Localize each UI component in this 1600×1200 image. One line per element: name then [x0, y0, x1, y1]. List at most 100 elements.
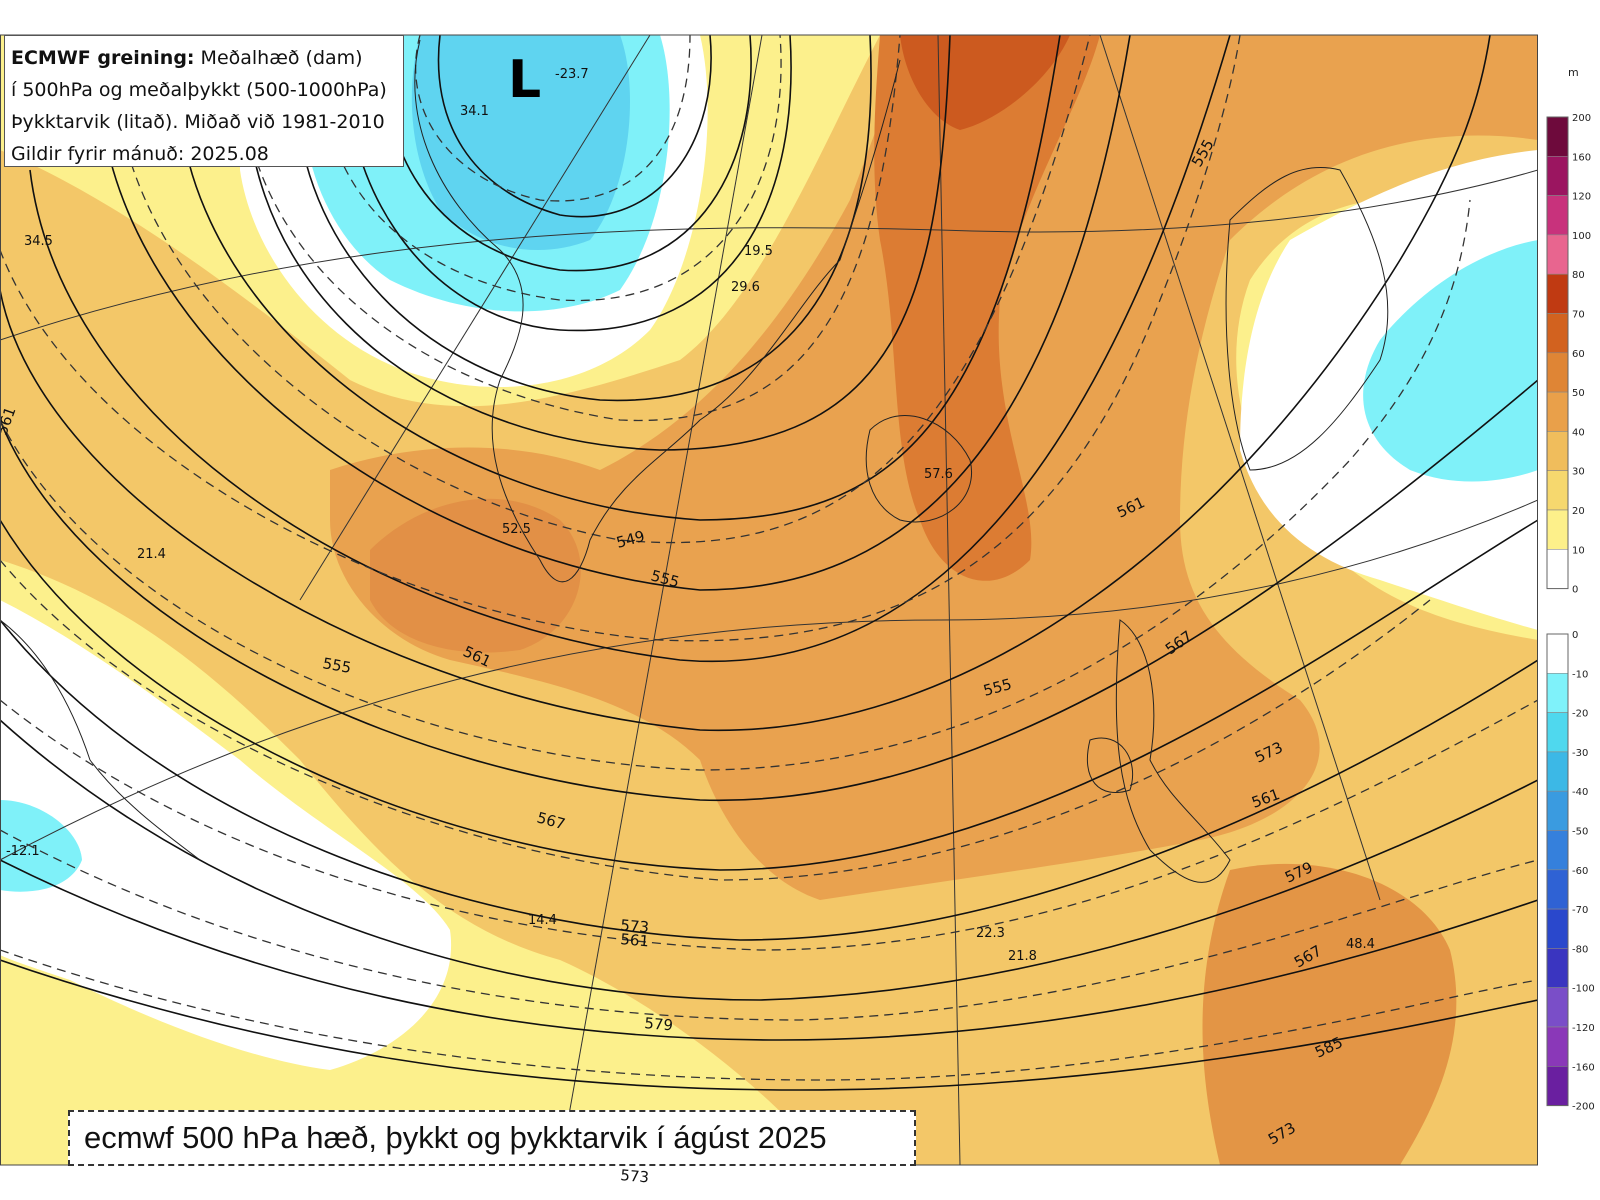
colorbar-negative-swatch-11	[1546, 1066, 1569, 1106]
colorbar-positive-tick-0: 200	[1572, 113, 1591, 124]
anomaly-cold-east	[1363, 240, 1538, 482]
colorbar-positive-swatch-8	[1546, 431, 1569, 471]
colorbar-positive-tick-6: 60	[1572, 349, 1585, 360]
colorbar-positive-tick-8: 40	[1572, 427, 1585, 438]
colorbar-negative-tick-6: -60	[1572, 866, 1588, 877]
colorbar-positive-swatch-11	[1546, 548, 1569, 589]
colorbar-negative-swatch-0	[1546, 633, 1569, 674]
colorbar-negative-swatch-9	[1546, 987, 1569, 1028]
colorbar-positive-tick-3: 100	[1572, 231, 1591, 242]
colorbar-negative: 0 -10 -20 -30 -40 -50 -60 -70 -80 -100 -120 -160 -20…	[1546, 630, 1595, 1113]
legend-info-box: ECMWF greining: Meðalhæð (dam) í 500hPa …	[4, 35, 404, 167]
value-labels: 34.1 -23.7 34.5 19.5 29.6 57.6 52.5 21.4…	[6, 67, 1375, 964]
colorbar-negative-swatch-2	[1546, 712, 1569, 753]
value-22-3: 22.3	[976, 926, 1005, 941]
label-dashed-561-south: 561	[620, 930, 650, 950]
info-line-3: Þykktarvik (litað). Miðað við 1981-2010	[11, 111, 385, 133]
colorbar-positive-tick-2: 120	[1572, 192, 1591, 203]
colorbar-positive-swatch-7	[1546, 391, 1569, 432]
colorbar-positive-tick-5: 70	[1572, 310, 1585, 321]
colorbar-negative-tick-3: -30	[1572, 748, 1588, 759]
colorbar-positive-swatch-9	[1546, 470, 1569, 511]
colorbar-positive-tick-1: 160	[1572, 152, 1591, 163]
colorbar-negative-tick-0: 0	[1572, 630, 1578, 641]
colorbar-negative-frame	[1546, 633, 1569, 1107]
caption: ecmwf 500 hPa hæð, þykkt og þykktarvik í…	[68, 1110, 916, 1166]
colorbar-negative-swatch-5	[1546, 830, 1569, 871]
scandinavia-coast	[1225, 166, 1389, 471]
value-21-4: 21.4	[137, 547, 166, 562]
value-57-6: 57.6	[924, 467, 953, 482]
colorbar-positive-tick-7: 50	[1572, 388, 1585, 399]
anomaly-50-60	[900, 35, 1070, 130]
coastlines	[0, 39, 1389, 883]
label-dashed-573-south: 573	[620, 1166, 650, 1186]
colorbar-negative-tick-1: -10	[1572, 669, 1588, 680]
colorbar-negative-tick-12: -200	[1572, 1102, 1595, 1113]
colorbar-negative-swatch-10	[1546, 1026, 1569, 1067]
colorbar-negative-tick-11: -160	[1572, 1062, 1595, 1073]
colorbar-negative-tick-2: -20	[1572, 709, 1588, 720]
anomaly-field	[0, 35, 1538, 1165]
iceland-coast	[865, 415, 972, 523]
colorbar-negative-tick-9: -100	[1572, 984, 1595, 995]
info-line-1: ECMWF greining: Meðalhæð (dam)	[11, 42, 397, 74]
low-pressure-marker: L	[508, 50, 542, 110]
label-579-south: 579	[644, 1014, 674, 1034]
colorbar-negative-swatch-6	[1546, 869, 1569, 910]
colorbar-positive-tick-11: 10	[1572, 545, 1585, 556]
colorbar-positive-tick-12: 0	[1572, 585, 1578, 596]
value-19-5: 19.5	[744, 244, 773, 259]
height-contours	[0, 35, 1538, 1091]
colorbar-negative-tick-4: -40	[1572, 787, 1588, 798]
ireland-coast	[1086, 737, 1134, 794]
info-line-1-rest: Meðalhæð (dam)	[194, 47, 363, 69]
colorbar-negative-swatch-8	[1546, 948, 1569, 989]
info-line-2: í 500hPa og meðalþykkt (500-1000hPa)	[11, 79, 387, 101]
value-minus-23-7: -23.7	[555, 67, 589, 82]
value-48-4: 48.4	[1346, 937, 1375, 952]
colorbar-negative-swatch-7	[1546, 908, 1569, 949]
value-minus-12-1: -12.1	[6, 844, 40, 859]
colorbar-positive-swatch-1	[1546, 156, 1569, 196]
thickness-contours	[0, 35, 1538, 1081]
anomaly-cold-southwest	[0, 800, 82, 892]
colorbar-negative-swatch-3	[1546, 751, 1569, 792]
info-line-4: Gildir fyrir mánuð: 2025.08	[11, 143, 269, 165]
value-14-4: 14.4	[528, 913, 557, 928]
graticule	[0, 35, 1538, 1165]
anomaly-cold-greenland-core	[411, 35, 630, 250]
colorbar-positive-swatch-4	[1546, 273, 1569, 314]
label-dashed-555-west: 555	[321, 654, 352, 677]
colorbar-negative-tick-10: -120	[1572, 1023, 1595, 1034]
value-21-8: 21.8	[1008, 949, 1037, 964]
colorbar-positive-swatch-3	[1546, 234, 1569, 275]
value-29-6: 29.6	[731, 280, 760, 295]
colorbar-negative-tick-5: -50	[1572, 827, 1588, 838]
info-line-1-bold: ECMWF greining:	[11, 47, 195, 69]
colorbar-positive-swatch-0	[1546, 116, 1569, 157]
value-34-1: 34.1	[460, 104, 489, 119]
colorbar-positive-frame	[1546, 116, 1569, 590]
value-34-5: 34.5	[24, 234, 53, 249]
colorbar-negative-tick-8: -80	[1572, 944, 1588, 955]
labrador-coast	[0, 619, 201, 861]
colorbar-negative-swatch-4	[1546, 790, 1569, 831]
colorbar-positive-swatch-10	[1546, 509, 1569, 550]
anomaly-west-max	[370, 498, 581, 653]
colorbar-negative-tick-7: -70	[1572, 905, 1588, 916]
colorbar-positive-tick-4: 80	[1572, 270, 1585, 281]
colorbar-positive-tick-10: 20	[1572, 506, 1585, 517]
colorbar-positive-swatch-5	[1546, 313, 1569, 354]
colorbar-positive-swatch-6	[1546, 352, 1569, 393]
greenland-coast	[414, 39, 901, 583]
colorbar-positive-tick-9: 30	[1572, 467, 1585, 478]
britain-coast	[1115, 619, 1231, 883]
anomaly-lower-right	[1202, 863, 1457, 1165]
label-573-south: 573	[620, 916, 650, 936]
anomaly-40-50	[874, 35, 1100, 581]
colorbar-positive-swatch-2	[1546, 195, 1569, 236]
colorbar-unit: m	[1568, 66, 1579, 79]
